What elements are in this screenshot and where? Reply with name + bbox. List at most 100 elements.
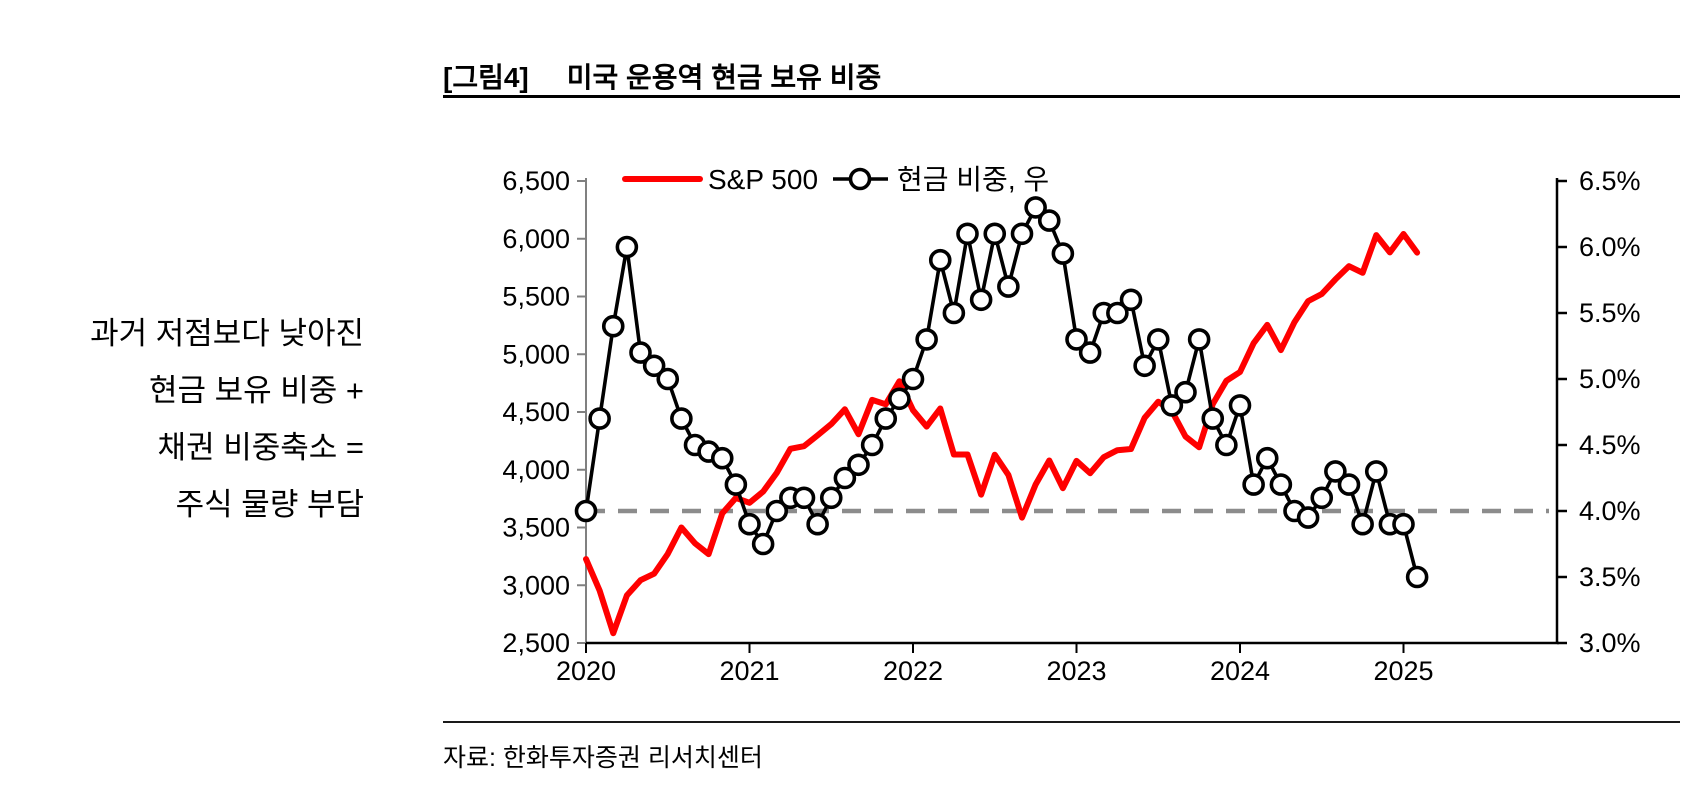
legend: S&P 500 현금 비중, 우 [622, 164, 1049, 195]
cash-data-marker [765, 499, 789, 523]
cash-data-marker [833, 466, 857, 490]
cash-data-marker [1174, 380, 1197, 404]
right-axis-tick-label: 5.5% [1579, 298, 1641, 328]
cash-data-marker [874, 407, 898, 430]
cash-data-marker [847, 453, 870, 477]
cash-data-marker [1392, 512, 1415, 536]
cash-data-marker [615, 235, 639, 259]
left-axis-tick-label: 5,500 [502, 282, 570, 312]
cash-data-marker [928, 248, 952, 272]
side-note-line: 과거 저점보다 낮아진 [90, 316, 364, 351]
x-axis-tick-label: 2023 [1046, 656, 1106, 686]
cash-data-marker [1160, 394, 1184, 417]
left-axis-tick-label: 2,500 [502, 628, 570, 658]
title-rule [443, 95, 1680, 98]
figure-title-text: 미국 운용역 현금 보유 비중 [566, 62, 882, 93]
left-axis-tick-label: 6,000 [502, 224, 570, 254]
x-axis-tick-label: 2024 [1210, 656, 1270, 686]
left-axis-tick-label: 4,000 [502, 455, 570, 485]
cash-data-marker [956, 222, 979, 246]
left-axis-tick-label: 3,000 [502, 570, 570, 600]
cash-data-marker [1228, 394, 1252, 417]
cash-data-marker [710, 446, 734, 470]
cash-data-marker [1337, 473, 1361, 496]
cash-data-marker [738, 512, 761, 536]
left-axis-tick-label: 3,500 [502, 513, 570, 543]
cash-data-marker [1010, 222, 1034, 246]
cash-data-marker [806, 512, 829, 536]
side-note-line: 채권 비중축소 = [157, 430, 364, 465]
cash-data-marker [942, 301, 966, 325]
cash-data-marker [574, 499, 598, 523]
left-axis-tick-label: 6,500 [502, 166, 570, 196]
cash-data-marker [1051, 242, 1075, 265]
side-note-line: 주식 물량 부담 [175, 487, 364, 522]
right-axis-tick-label: 3.0% [1579, 628, 1641, 658]
right-axis-tick-label: 4.0% [1579, 496, 1641, 526]
left-axis-tick-label: 5,000 [502, 339, 570, 369]
cash-data-marker [860, 433, 884, 457]
series-cash [574, 196, 1429, 589]
side-note-line: 현금 보유 비중 + [148, 373, 364, 408]
cash-data-marker [1133, 354, 1156, 378]
cash-data-marker [888, 387, 911, 411]
cash-data-marker [901, 367, 925, 391]
cash-data-marker [629, 341, 652, 364]
right-axis-tick-label: 4.5% [1579, 430, 1641, 460]
cash-data-marker [1255, 446, 1279, 470]
left-axis: 6,500 6,000 5,500 5,000 4,500 4,000 3,500 3,000… [502, 166, 587, 658]
x-axis-tick-label: 2022 [883, 656, 943, 686]
cash-data-marker [1078, 341, 1102, 364]
cash-data-marker [1201, 407, 1225, 430]
right-axis-tick-label: 6.0% [1579, 232, 1641, 262]
cash-data-marker [1351, 512, 1374, 536]
cash-data-marker [601, 314, 625, 338]
right-axis-tick-label: 5.0% [1579, 364, 1641, 394]
cash-data-marker [751, 532, 775, 556]
cash-data-marker [1065, 328, 1088, 351]
cash-data-marker [915, 328, 938, 351]
legend-sp500-label: S&P 500 [708, 164, 818, 195]
cash-data-marker [1242, 473, 1265, 496]
cash-data-marker [1296, 506, 1320, 529]
side-note: 과거 저점보다 낮아진 현금 보유 비중 + 채권 비중축소 = 주식 물량 부… [28, 305, 364, 533]
cash-data-marker [819, 486, 843, 510]
source-note: 자료: 한화투자증권 리서치센터 [443, 744, 763, 772]
series-sp500 [583, 231, 1421, 637]
cash-data-marker [588, 407, 611, 430]
right-axis-tick-label: 3.5% [1579, 562, 1641, 592]
left-axis-tick-label: 4,500 [502, 397, 570, 427]
figure-number: [그림4] [443, 62, 529, 93]
right-axis-tick-label: 6.5% [1579, 166, 1641, 196]
right-axis: 6.5% 6.0% 5.5% 5.0% 4.5% 4.0% 3.5% 3.0% [1555, 166, 1641, 658]
x-axis-tick-label: 2021 [719, 656, 779, 686]
cash-data-marker [1310, 486, 1334, 510]
cash-data-marker [1106, 301, 1129, 325]
cash-data-marker [656, 367, 680, 391]
cash-data-marker [1324, 460, 1347, 483]
cash-data-marker [1024, 196, 1047, 219]
cash-data-marker [1187, 328, 1211, 351]
cash-data-marker [724, 473, 748, 496]
legend-cash-marker [848, 167, 872, 191]
cash-data-marker [1119, 288, 1143, 312]
cash-data-marker [642, 354, 666, 378]
cash-data-marker [1037, 209, 1061, 232]
cash-data-marker [670, 407, 693, 430]
x-axis-tick-label: 2025 [1373, 656, 1433, 686]
cash-data-marker [1364, 460, 1388, 483]
legend-cash-label: 현금 비중, 우 [897, 164, 1049, 195]
x-axis-tick-label: 2020 [556, 656, 616, 686]
source-rule [443, 721, 1680, 723]
cash-data-marker [1405, 565, 1429, 589]
figure-title: [그림4] 미국 운용역 현금 보유 비중 [443, 56, 881, 96]
cash-data-marker [983, 222, 1007, 246]
cash-data-marker [1269, 473, 1293, 496]
cash-data-marker [997, 275, 1020, 298]
cash-data-marker [969, 288, 993, 312]
cash-data-marker [1146, 328, 1170, 351]
cash-data-marker [1215, 433, 1238, 457]
cash-data-marker [792, 486, 816, 510]
